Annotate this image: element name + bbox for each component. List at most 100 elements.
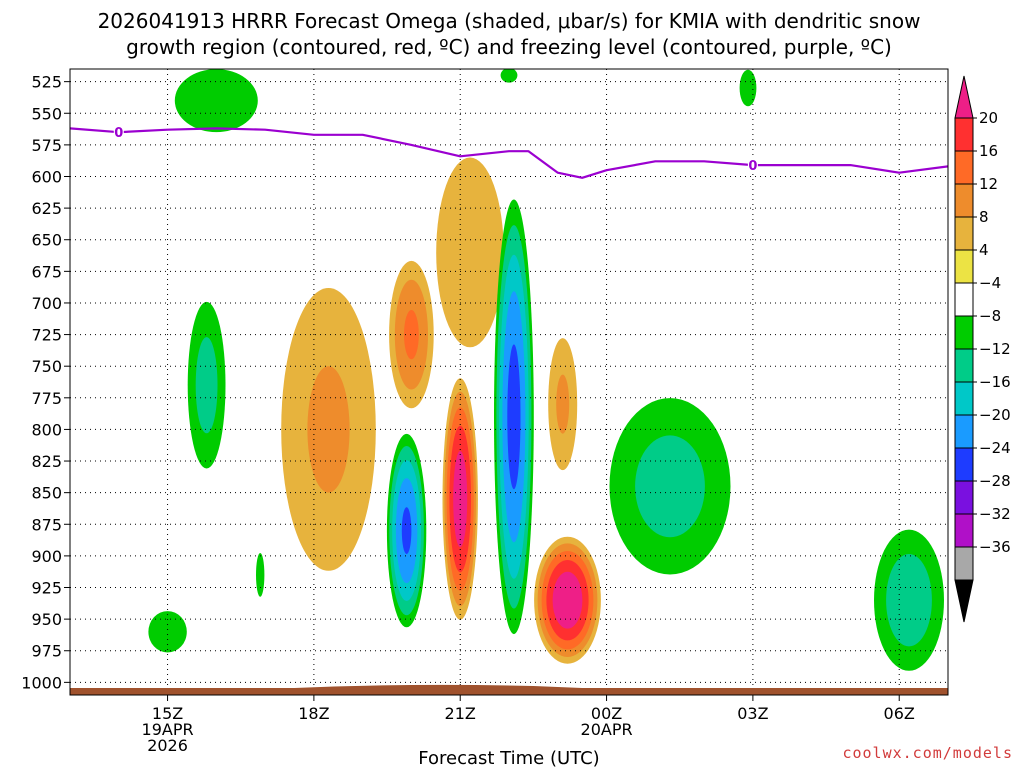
omega-colorbar: 20 16 12 8 4 −4 −8 −12 −16 −20 −24 −28 −32 −36 (954, 75, 1011, 623)
chart-title-line2: growth region (contoured, red, ºC) and f… (126, 35, 892, 59)
colorbar-band-5 (954, 282, 974, 317)
y-tick-label-650: 650 (31, 231, 62, 250)
omega-band-neg4 (148, 611, 187, 653)
colorbar-label-1: 16 (979, 142, 998, 160)
y-tick-label-1000: 1000 (21, 673, 62, 692)
x-tick-label-15-0: 15Z (152, 704, 183, 723)
omega-band-neg4 (174, 69, 258, 133)
colorbar-band-9 (954, 414, 974, 449)
y-tick-label-975: 975 (31, 642, 62, 661)
colorbar-bottom-arrow (954, 579, 974, 623)
site-credit: coolwx.com/models (842, 744, 1013, 762)
omega-cell-green-16z (187, 301, 226, 469)
omega-cell-green-bottom-left (148, 611, 187, 653)
omega-shading (148, 69, 944, 671)
colorbar-band-12 (954, 513, 974, 548)
omega-band-neg8 (635, 435, 705, 538)
y-tick-label-525: 525 (31, 73, 62, 92)
colorbar-label-6: −8 (979, 307, 1001, 325)
x-tick-label-18-0: 18Z (298, 704, 329, 723)
omega-band-pos8 (307, 366, 350, 493)
x-tick-label-30-0: 06Z (884, 704, 915, 723)
colorbar-label-11: −28 (979, 472, 1011, 490)
y-tick-label-875: 875 (31, 515, 62, 534)
y-tick-label-850: 850 (31, 484, 62, 503)
y-tick-label-800: 800 (31, 420, 62, 439)
plot-frame (69, 68, 949, 696)
y-tick-label-700: 700 (31, 294, 62, 313)
colorbar-label-5: −4 (979, 274, 1001, 292)
colorbar-band-4 (954, 249, 974, 284)
x-tick-label-21-0: 21Z (445, 704, 476, 723)
colorbar-band-1 (954, 150, 974, 185)
x-tick-label-27-0: 03Z (737, 704, 768, 723)
freezing-label-bg (113, 124, 124, 141)
omega-band-neg4 (739, 69, 757, 107)
y-tick-label-575: 575 (31, 136, 62, 155)
colorbar-label-7: −12 (979, 340, 1011, 358)
omega-cell-green-17z (256, 553, 265, 597)
y-tick-label-550: 550 (31, 104, 62, 123)
omega-cell-yellow-18z (281, 288, 376, 571)
colorbar-label-9: −20 (979, 406, 1011, 424)
omega-cell-green-top-center (500, 69, 518, 83)
ground-surface (70, 684, 948, 695)
omega-band-neg20 (401, 507, 412, 555)
colorbar-band-2 (954, 183, 974, 218)
colorbar-band-3 (954, 216, 974, 251)
x-tick-label-15-2: 2026 (147, 736, 188, 755)
ground-strip (70, 688, 948, 695)
y-tick-label-750: 750 (31, 357, 62, 376)
omega-band-neg8 (195, 337, 218, 434)
omega-cell-green-top-left (174, 69, 258, 133)
pressure-axis: 525 550 575 600 625 650 675 700 725 750 775 800 825 8… (21, 73, 70, 692)
colorbar-band-6 (954, 315, 974, 350)
omega-cell-blue-20z (386, 433, 427, 628)
freezing-level-label-1: 0 (748, 159, 757, 174)
ground-bump (294, 684, 583, 688)
colorbar-label-4: 4 (979, 241, 989, 259)
colorbar-band-10 (954, 447, 974, 482)
omega-cell-yellow-21z-tower (436, 157, 504, 348)
colorbar-label-10: −24 (979, 439, 1011, 457)
x-tick-label-24-1: 20APR (581, 720, 633, 739)
colorbar-label-2: 12 (979, 175, 998, 193)
omega-band-pos20 (552, 571, 583, 629)
freezing-level-line (70, 127, 948, 179)
colorbar-band-13 (954, 546, 974, 581)
omega-band-neg4 (256, 553, 265, 597)
colorbar-label-12: −32 (979, 505, 1011, 523)
omega-cell-green-06z (874, 529, 944, 671)
y-tick-label-600: 600 (31, 167, 62, 186)
y-tick-label-725: 725 (31, 326, 62, 345)
omega-band-pos12 (404, 310, 419, 360)
x-tick-label-24-0: 00Z (591, 704, 622, 723)
omega-band-neg4 (500, 69, 518, 83)
omega-cell-magenta-23z (534, 536, 601, 664)
omega-cell-yellow-23z (548, 338, 578, 471)
y-tick-label-775: 775 (31, 389, 62, 408)
omega-band-neg8 (886, 554, 932, 647)
x-tick-label-15-1: 19APR (142, 720, 194, 739)
y-tick-label-900: 900 (31, 547, 62, 566)
omega-cell-green-top-right (739, 69, 757, 107)
colorbar-band-8 (954, 381, 974, 416)
y-tick-label-925: 925 (31, 579, 62, 598)
freezing-level-label-0: 0 (114, 126, 123, 141)
freezing-level-contour: 00 (70, 124, 948, 179)
colorbar-label-3: 8 (979, 208, 989, 226)
x-axis-title: Forecast Time (UTC) (418, 748, 599, 768)
colorbar-label-13: −36 (979, 538, 1011, 556)
omega-cell-blue-22z (494, 199, 534, 635)
chart-title-line1: 2026041913 HRRR Forecast Omega (shaded, … (98, 9, 921, 33)
omega-band-pos4 (436, 157, 504, 348)
colorbar-band-0 (954, 117, 974, 152)
colorbar-band-7 (954, 348, 974, 383)
omega-cell-green-02z (609, 398, 731, 575)
colorbar-label-0: 20 (979, 109, 998, 127)
y-tick-label-950: 950 (31, 610, 62, 629)
y-tick-label-825: 825 (31, 452, 62, 471)
colorbar-label-8: −16 (979, 373, 1011, 391)
